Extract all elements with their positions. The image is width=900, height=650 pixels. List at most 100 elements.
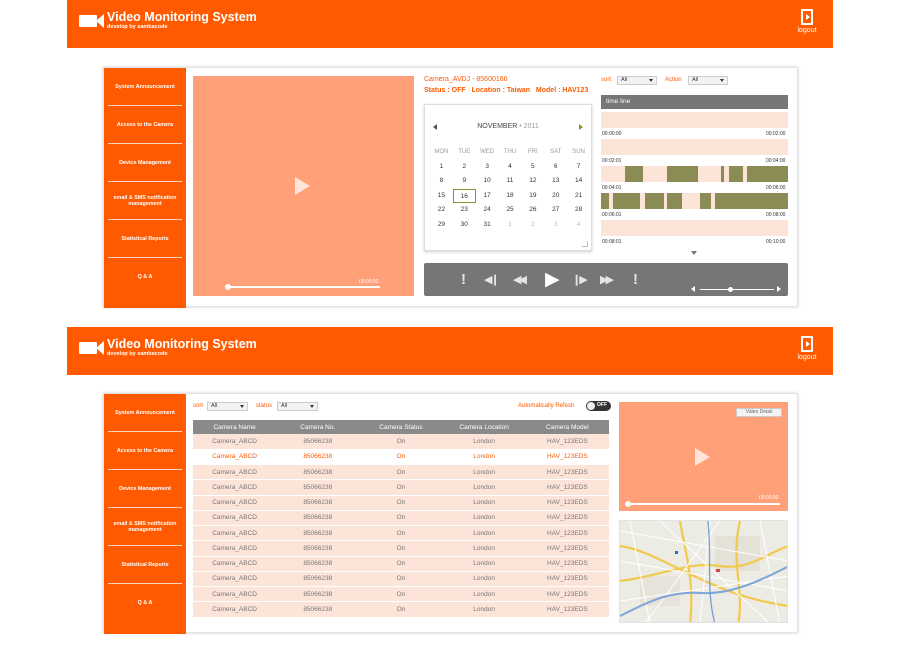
table-row[interactable]: Camera_ABCD 85066238 On London HAV_123EDS (193, 464, 609, 481)
table-row[interactable]: Camera_ABCD 85066238 On London HAV_123EDS (193, 479, 609, 496)
calendar-day[interactable]: 5 (531, 162, 535, 170)
table-row[interactable]: Camera_ABCD 85066238 On London HAV_123EDS (193, 449, 609, 466)
video-progress-knob[interactable] (625, 501, 631, 507)
calendar-day[interactable]: 10 (483, 177, 491, 185)
column-header[interactable]: Camera Name (193, 420, 277, 434)
resize-handle-icon[interactable] (582, 241, 588, 247)
calendar-day[interactable]: 7 (576, 162, 581, 170)
sidebar-item-device-management[interactable]: Device Management (108, 470, 182, 508)
timeline-recording-segment[interactable] (715, 193, 788, 209)
auto-refresh-toggle[interactable]: OFF (586, 401, 611, 411)
timeline-bar[interactable] (601, 112, 788, 128)
table-row[interactable]: Camera_ABCD 85066238 On London HAV_123EDS (193, 571, 609, 588)
calendar-day[interactable]: 13 (552, 177, 560, 185)
calendar-day[interactable]: 22 (437, 206, 446, 214)
volume-icon[interactable] (691, 286, 695, 292)
timeline-recording-segment[interactable] (645, 193, 664, 209)
table-row[interactable]: Camera_ABCD 85066238 On London HAV_123EDS (193, 434, 609, 450)
sidebar-item-qa[interactable]: Q & A (137, 274, 153, 280)
sidebar-item-statistical-reports[interactable]: Statistical Reports (108, 220, 182, 258)
timeline-recording-segment[interactable] (729, 166, 743, 182)
column-header[interactable]: Camera No. (276, 420, 360, 434)
next-frame-button[interactable]: ❙▶ (572, 274, 588, 286)
timeline-recording-segment[interactable] (667, 166, 698, 182)
sort-select[interactable]: All (617, 76, 657, 85)
sort-select[interactable]: All (207, 402, 248, 411)
calendar-day[interactable]: 3 (485, 162, 489, 170)
timeline-bar[interactable] (601, 193, 788, 209)
calendar-day[interactable]: 23 (460, 206, 468, 214)
table-row[interactable]: Camera_ABCD 85066238 On London HAV_123EDS (193, 495, 609, 511)
location-map[interactable] (619, 520, 788, 623)
calendar-day[interactable]: 14 (574, 177, 583, 185)
play-button[interactable]: ▶ (545, 269, 560, 290)
calendar-prev-icon[interactable] (433, 124, 437, 130)
timeline-recording-segment[interactable] (613, 193, 640, 209)
video-progress-track[interactable] (627, 503, 780, 505)
calendar-day[interactable]: 11 (506, 177, 514, 185)
sidebar-item-statistical-reports[interactable]: Statistical Reports (108, 546, 182, 584)
timeline-recording-segment[interactable] (747, 166, 788, 182)
volume-max-icon[interactable] (777, 286, 781, 292)
calendar-day[interactable]: 2 (462, 162, 467, 170)
calendar-day[interactable]: 31 (483, 220, 491, 228)
calendar-day[interactable]: 27 (552, 206, 560, 214)
sidebar-item-system-announcement[interactable]: System Announcement (108, 394, 182, 432)
calendar-day[interactable]: 2 (531, 220, 535, 228)
volume-knob[interactable] (727, 287, 733, 292)
sidebar-item-access-camera[interactable]: Access to the Camera (108, 432, 182, 470)
volume-track[interactable] (700, 289, 774, 290)
calendar-day[interactable]: 18 (506, 191, 514, 199)
prev-frame-button[interactable]: ◀❙ (484, 274, 500, 286)
play-icon[interactable] (295, 177, 310, 195)
column-header[interactable]: Camera Status (359, 420, 443, 434)
table-row[interactable]: Camera_ABCD 85066238 On London HAV_123EDS (193, 510, 609, 527)
calendar-day[interactable]: 24 (483, 206, 491, 214)
table-row[interactable]: Camera_ABCD 85066238 On London HAV_123EDS (193, 556, 609, 572)
calendar-day[interactable]: 1 (439, 162, 444, 170)
sidebar-item-device-management[interactable]: Device Management (108, 144, 182, 182)
alert-left-button[interactable]: ! (461, 271, 466, 288)
calendar-next-icon[interactable] (579, 124, 583, 130)
sidebar-item-qa[interactable]: Q & A (137, 600, 153, 606)
logout-button[interactable]: logout (795, 336, 819, 361)
calendar-day[interactable]: 4 (576, 220, 581, 228)
timeline-bar[interactable] (601, 139, 788, 155)
calendar-day-selected[interactable]: 16 (452, 188, 476, 204)
timeline-recording-segment[interactable] (625, 166, 643, 182)
calendar-day[interactable]: 17 (483, 191, 491, 199)
sidebar-item-notification-management[interactable]: email & SMS notification management (108, 182, 182, 220)
calendar-day[interactable]: 21 (574, 191, 583, 199)
sidebar-item-notification-management[interactable]: email & SMS notification management (108, 508, 182, 546)
video-progress-track[interactable] (227, 286, 380, 288)
timeline-recording-segment[interactable] (667, 193, 682, 209)
column-header[interactable]: Camera Location (442, 420, 526, 434)
table-row[interactable]: Camera_ABCD 85066238 On London HAV_123EDS (193, 601, 609, 618)
calendar-day[interactable]: 6 (553, 162, 558, 170)
status-select[interactable]: All (277, 402, 318, 411)
timeline-recording-segment[interactable] (721, 166, 724, 182)
fast-forward-button[interactable]: ▶▶ (600, 274, 614, 286)
video-progress-knob[interactable] (225, 284, 231, 290)
sidebar-item-system-announcement[interactable]: System Announcement (108, 68, 182, 106)
calendar-day[interactable]: 12 (529, 177, 537, 185)
calendar-day[interactable]: 28 (574, 206, 583, 214)
calendar-day[interactable]: 4 (508, 162, 512, 170)
logout-button[interactable]: logout (795, 9, 819, 34)
video-preview[interactable]: Video Detail 00:00:00 (619, 402, 788, 511)
calendar-day[interactable]: 3 (553, 220, 558, 228)
rewind-button[interactable]: ◀◀ (513, 274, 527, 286)
table-row[interactable]: Camera_ABCD 85066238 On London HAV_123EDS (193, 525, 609, 542)
calendar-day[interactable]: 1 (508, 220, 512, 228)
action-select[interactable]: All (688, 76, 728, 85)
calendar-day[interactable]: 30 (460, 220, 468, 228)
calendar-day[interactable]: 29 (437, 220, 446, 228)
timeline-recording-segment[interactable] (601, 193, 609, 209)
timeline-recording-segment[interactable] (700, 193, 711, 209)
calendar-day[interactable]: 19 (529, 191, 537, 199)
column-header[interactable]: Camera Model (525, 420, 609, 434)
timeline-bar[interactable] (601, 166, 788, 182)
calendar-day[interactable]: 9 (462, 177, 467, 185)
chevron-down-icon[interactable] (691, 251, 697, 255)
play-icon[interactable] (695, 448, 710, 466)
